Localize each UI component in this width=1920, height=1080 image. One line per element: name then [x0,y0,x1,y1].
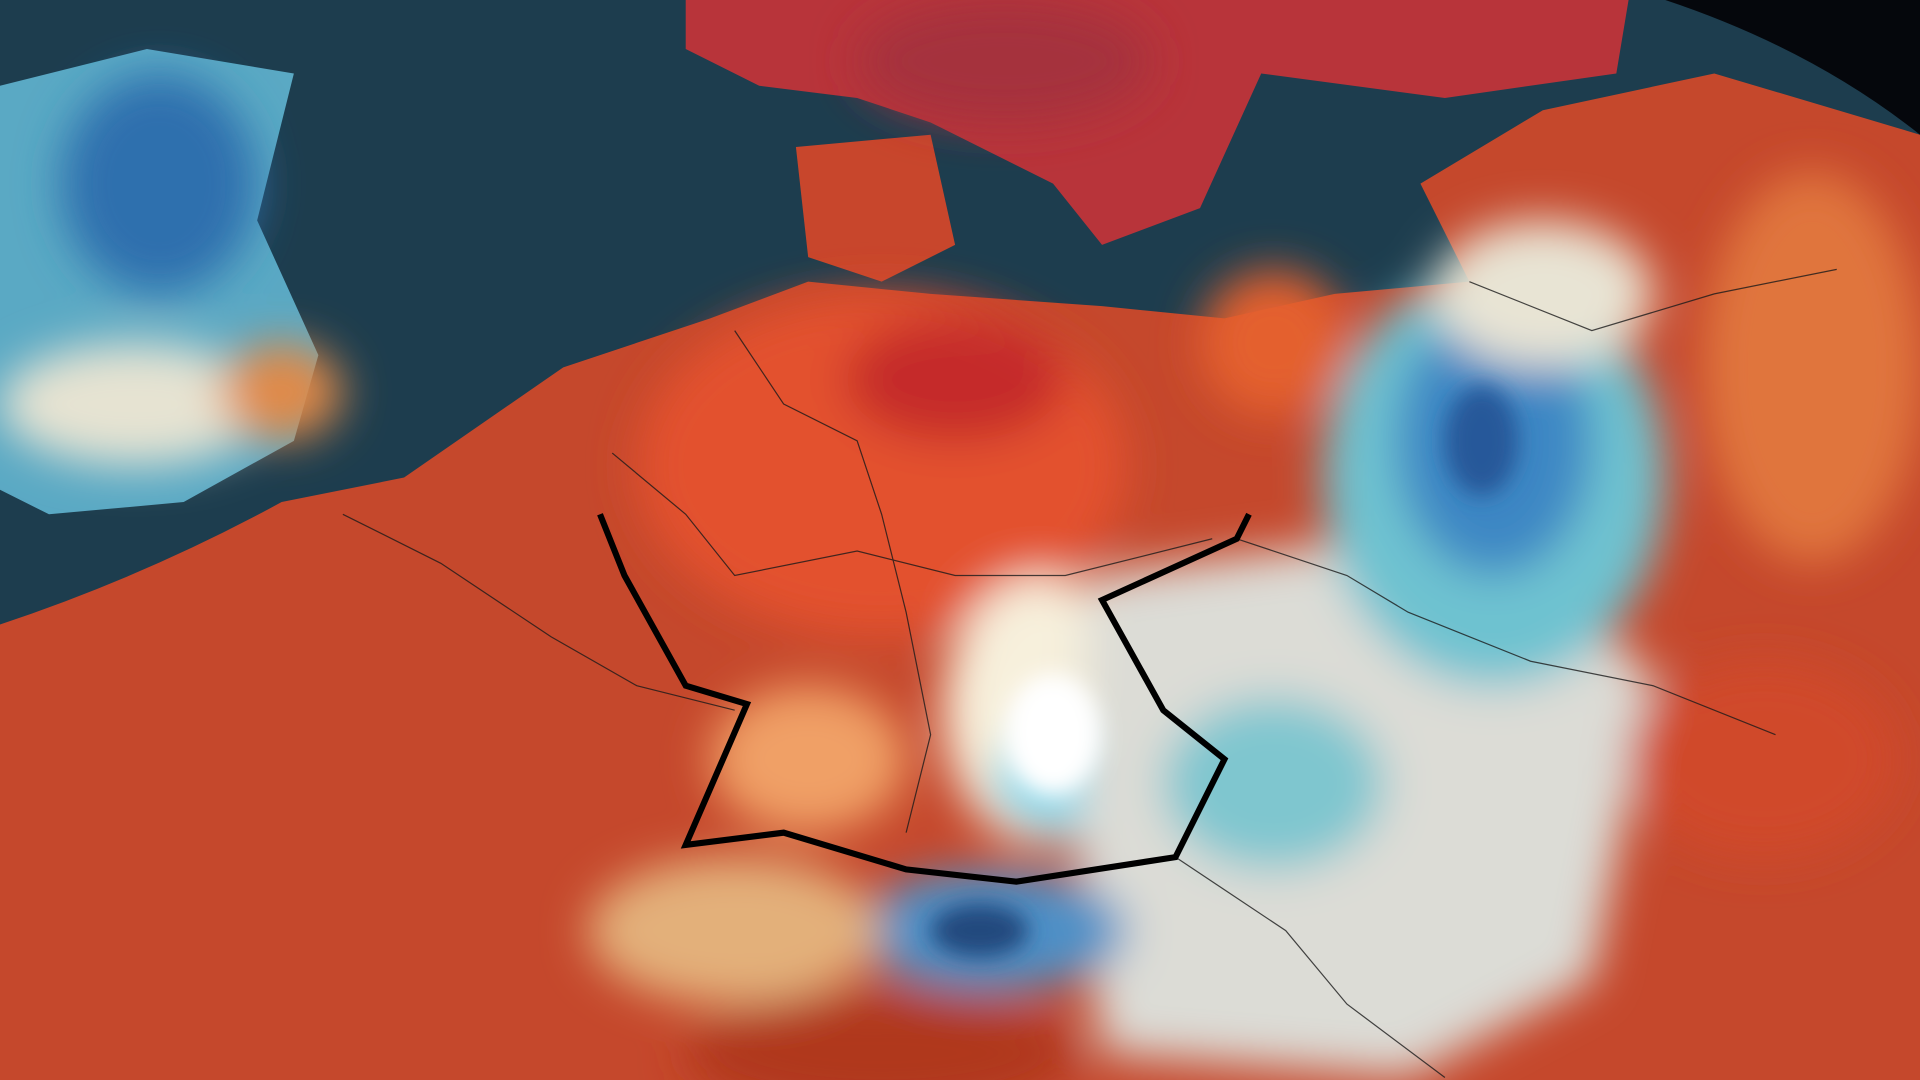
inner-contours [930,385,1519,958]
border [734,330,932,833]
cold-uk [61,73,258,294]
hungary-warm [1628,661,1898,858]
baltic-neutral [1432,220,1654,368]
italy-hot [685,991,1078,1080]
borders [342,268,1837,1079]
border [611,452,1213,577]
hot-sweden [857,0,1152,123]
border [1469,268,1837,332]
denmark [795,134,956,282]
baden-warm [710,685,907,833]
germany-hot [844,318,1066,441]
bavaria-white [1004,673,1103,796]
poland-core [1444,385,1519,496]
east-warm [1702,171,1920,564]
neutral-uk [0,342,270,466]
swiss-mild [587,857,882,1005]
germany-outline [597,512,1252,885]
poland-west-warm [1200,269,1347,417]
alps-core [930,903,1029,958]
czech-cool [1163,697,1384,870]
border [1175,856,1446,1079]
border [342,513,735,711]
border [1236,538,1776,736]
warm-uk [220,342,343,441]
